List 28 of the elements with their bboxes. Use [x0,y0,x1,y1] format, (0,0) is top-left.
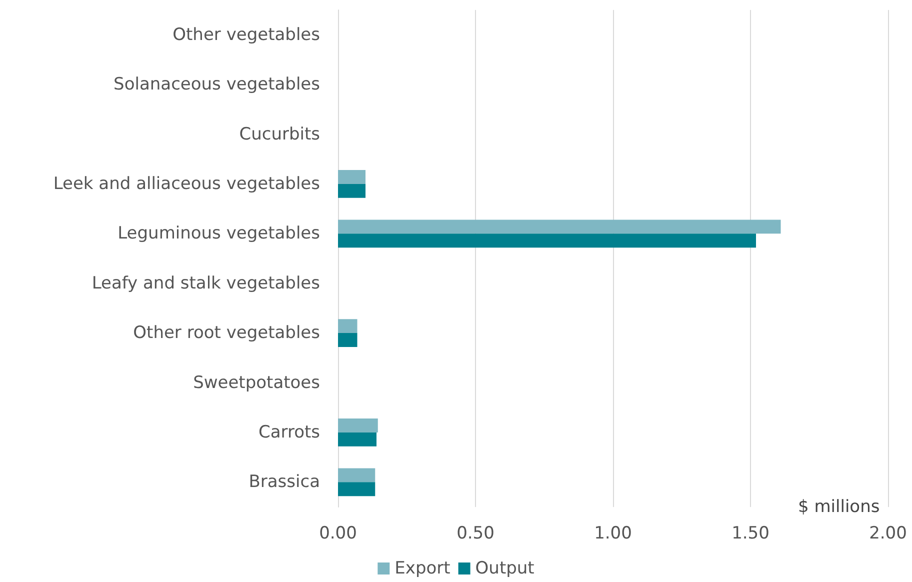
x-tick-label: 0.50 [456,524,494,544]
bar [338,418,378,432]
bar [338,220,781,234]
x-tick-label: 1.00 [594,524,632,544]
y-tick-label: Cucurbits [239,124,320,144]
y-tick-label: Brassica [248,472,320,492]
y-tick-label: Sweetpotatoes [193,372,320,393]
x-tick-label: 1.50 [732,524,770,544]
y-tick-label: Carrots [258,422,320,442]
bar [338,319,358,334]
legend-label: Output [475,558,535,578]
x-tick-label: 2.00 [869,524,907,544]
bar [338,482,376,496]
bar [338,234,756,248]
legend-label: Export [394,558,451,578]
x-axis-title: $ millions [798,497,880,517]
bar [338,184,366,198]
y-tick-label: Other vegetables [172,24,320,45]
y-tick-label: Other root vegetables [133,323,320,344]
bar [338,170,366,184]
y-tick-label: Leafy and stalk vegetables [92,273,320,294]
x-tick-label: 0.00 [319,524,357,544]
y-tick-label: Leguminous vegetables [118,224,320,244]
bar [338,468,376,482]
bar [338,432,376,446]
y-tick-label: Solanaceous vegetables [114,74,320,95]
y-tick-label: Leek and alliaceous vegetables [53,174,320,194]
bar [338,333,358,347]
